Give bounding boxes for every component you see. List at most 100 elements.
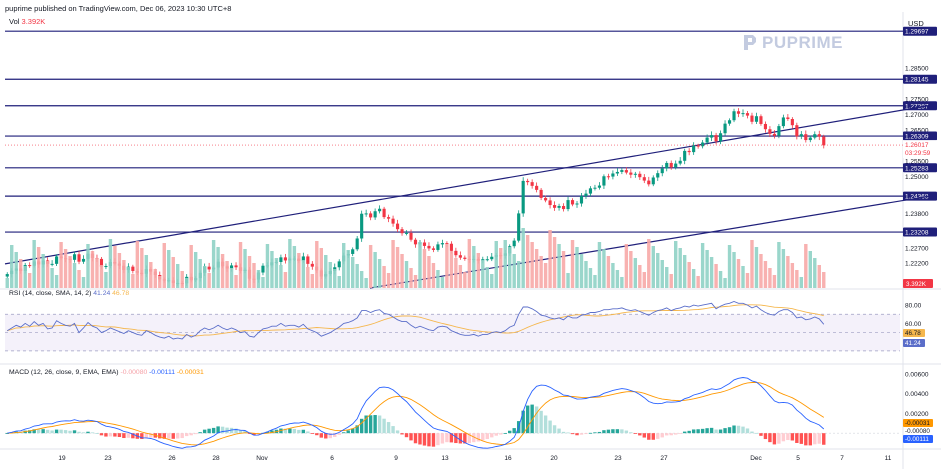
volume-bar: [342, 243, 346, 288]
volume-bar: [525, 235, 530, 288]
volume-bar: [754, 247, 759, 288]
volume-bar: [59, 242, 63, 288]
volume-bar: [207, 273, 211, 288]
volume-bar: [521, 228, 525, 288]
macd-histogram-bar: [184, 433, 189, 437]
candle-body: [642, 177, 646, 181]
volume-bar: [597, 242, 602, 288]
macd-histogram-bar: [50, 430, 54, 434]
macd-histogram-bar: [481, 433, 485, 441]
rsi-legend: RSI (14, close, SMA, 14, 2) 41.24 46.78: [9, 290, 129, 297]
volume-bar: [548, 230, 552, 288]
volume-bar: [665, 267, 669, 288]
macd-histogram-bar: [220, 426, 225, 434]
candle-body: [539, 189, 543, 198]
candle-body: [638, 173, 642, 178]
volume-bar: [18, 259, 23, 288]
macd-histogram-bar: [315, 433, 319, 436]
macd-histogram-bar: [445, 433, 449, 443]
volume-bar: [359, 271, 364, 288]
volume-bar: [499, 248, 503, 288]
macd-histogram-bar: [288, 428, 292, 434]
macd-histogram-bar: [629, 432, 633, 434]
volume-bar: [377, 259, 382, 288]
volume-bar: [485, 267, 489, 288]
macd-histogram-bar: [104, 433, 108, 437]
volume-bar: [418, 242, 422, 288]
volume-bar: [660, 260, 664, 288]
macd-histogram-bar: [306, 431, 310, 434]
candle-body: [696, 145, 700, 147]
macd-histogram-bar: [754, 432, 759, 434]
macd-histogram-bar: [122, 433, 126, 439]
volume-bar: [36, 247, 41, 288]
volume-bar: [543, 263, 548, 288]
macd-histogram-bar: [171, 433, 175, 439]
volume-bar: [391, 240, 395, 288]
date-axis-label: 5: [796, 455, 800, 462]
macd-histogram-bar: [772, 433, 777, 445]
macd-histogram-bar: [512, 428, 516, 434]
price-tick-label: 1.23800: [905, 211, 929, 218]
candle-body: [422, 242, 427, 246]
candle-body: [490, 256, 494, 260]
puprime-logo-icon: [744, 35, 756, 50]
candle-body: [373, 211, 377, 218]
volume-bar: [490, 274, 494, 288]
macd-axis-label: -0.00111: [905, 436, 929, 443]
volume-bar: [781, 249, 786, 288]
candle-body: [5, 274, 9, 277]
candle-body: [624, 170, 628, 173]
candle-body: [72, 254, 77, 260]
candle-body: [786, 117, 790, 119]
volume-bar: [324, 255, 328, 288]
macd-histogram-bar: [727, 427, 732, 434]
macd-histogram-bar: [41, 429, 45, 434]
candle-body: [579, 196, 584, 204]
date-axis-label: 20: [550, 455, 558, 462]
volume-bar: [122, 260, 126, 288]
candle-body: [512, 240, 516, 247]
volume-bar: [113, 246, 117, 288]
candle-body: [763, 123, 768, 130]
volume-bar: [41, 254, 45, 288]
volume-bar: [373, 252, 377, 288]
macd-histogram-bar: [822, 433, 826, 445]
volume-bar: [171, 257, 175, 288]
volume-bar: [5, 278, 9, 288]
rsi-value: 41.24: [93, 290, 111, 297]
volume-bar: [620, 277, 624, 288]
candle-body: [665, 162, 669, 169]
macd-histogram-bar: [333, 433, 337, 437]
volume-bar: [669, 274, 673, 288]
candle-body: [301, 256, 305, 262]
macd-signal-line: [7, 382, 825, 446]
price-tick-label: 1.25000: [905, 174, 929, 181]
date-axis-label: 13: [441, 455, 449, 462]
macd-histogram-bar: [158, 433, 162, 439]
macd-histogram-bar: [54, 429, 59, 434]
level-label-text: 1.23208: [905, 230, 929, 237]
volume-bar: [288, 239, 292, 288]
volume-bar: [126, 267, 131, 288]
macd-histogram-bar: [27, 430, 32, 434]
macd-histogram-bar: [292, 428, 297, 434]
macd-histogram-bar: [561, 431, 566, 434]
volume-bar: [795, 270, 799, 288]
volume-bar: [481, 260, 485, 288]
volume-bar: [292, 246, 297, 288]
macd-histogram-bar: [198, 432, 202, 434]
macd-histogram-bar: [499, 433, 503, 435]
volume-bar: [714, 264, 718, 288]
candle-body: [279, 257, 283, 262]
macd-histogram-bar: [566, 432, 570, 434]
macd-histogram-bar: [346, 430, 350, 434]
macd-histogram-bar: [786, 433, 790, 441]
price-tick-label: 1.22200: [905, 261, 929, 268]
candle-body: [409, 232, 413, 240]
macd-histogram-bar: [95, 433, 99, 434]
macd-histogram-bar: [63, 430, 68, 434]
volume-bar: [552, 237, 557, 288]
macd-histogram-bar: [463, 433, 467, 444]
